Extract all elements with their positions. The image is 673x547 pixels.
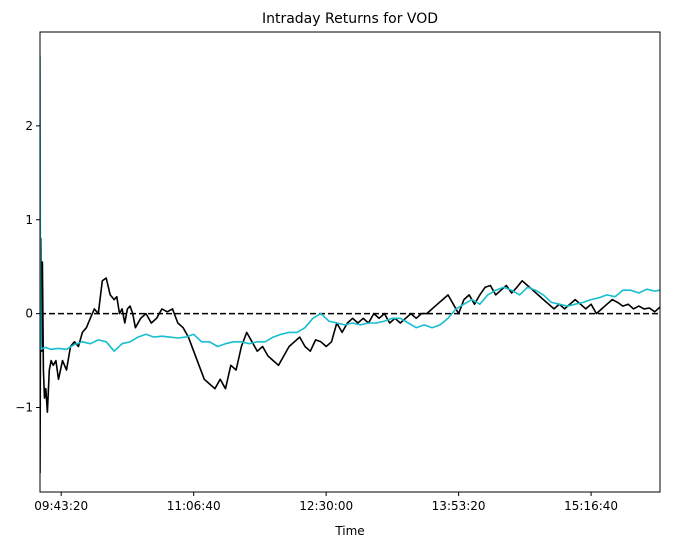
x-tick-label: 15:16:40 (564, 499, 618, 513)
y-axis: −1 0 1 2 (15, 119, 40, 415)
x-tick-label: 12:30:00 (299, 499, 353, 513)
x-tick-label: 09:43:20 (34, 499, 88, 513)
x-axis-label: Time (334, 524, 364, 538)
x-tick-label: 11:06:40 (167, 499, 221, 513)
x-tick-label: 13:53:20 (432, 499, 486, 513)
y-tick-label: 0 (25, 307, 33, 321)
plot-area (40, 55, 660, 474)
x-axis: 09:43:20 11:06:40 12:30:00 13:53:20 15:16:40 (34, 492, 618, 513)
chart-title: Intraday Returns for VOD (262, 11, 438, 27)
plot-frame (39, 31, 661, 493)
y-tick-label: 2 (25, 119, 33, 133)
series-line-1 (40, 237, 660, 474)
y-tick-label: −1 (15, 401, 33, 415)
y-tick-label: 1 (25, 213, 33, 227)
series-line-2 (40, 55, 660, 353)
